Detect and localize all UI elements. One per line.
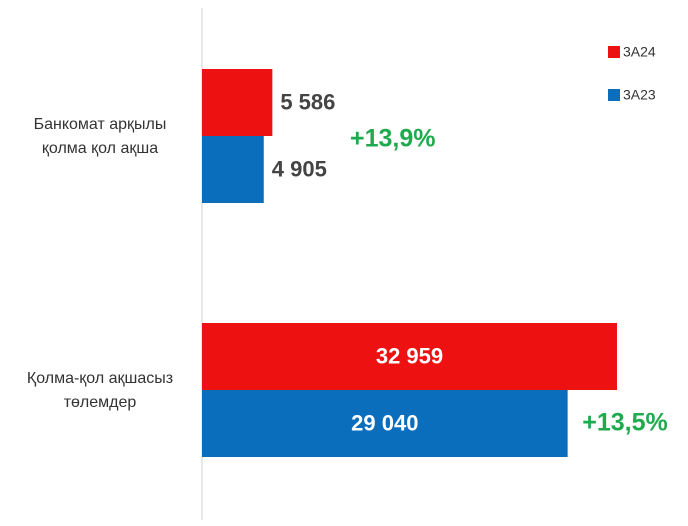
bar (202, 69, 273, 136)
bar (202, 323, 617, 390)
value-label: 29 040 (351, 410, 418, 435)
category-label-line: Банкомат арқылы (34, 116, 167, 133)
bar (202, 390, 568, 457)
value-label: 4 905 (272, 156, 327, 181)
legend-swatch (608, 89, 620, 101)
legend-swatch (608, 46, 620, 58)
category-label-line: қолма қол ақша (42, 140, 158, 157)
category-label-line: Қолма-қол ақшасыз (27, 370, 173, 387)
annotation: +13,5% (582, 409, 668, 437)
annotation: +13,9% (350, 125, 436, 153)
value-label: 32 959 (376, 343, 443, 368)
category-label: Банкомат арқылы қолма қол ақша (34, 116, 167, 157)
category-label: Қолма-қол ақшасыз төлемдер (27, 370, 173, 411)
legend-label: 3A23 (623, 87, 656, 103)
legend-label: 3A24 (623, 44, 656, 60)
value-label: 5 586 (280, 89, 335, 114)
bar (202, 136, 264, 203)
category-label-line: төлемдер (64, 394, 137, 411)
